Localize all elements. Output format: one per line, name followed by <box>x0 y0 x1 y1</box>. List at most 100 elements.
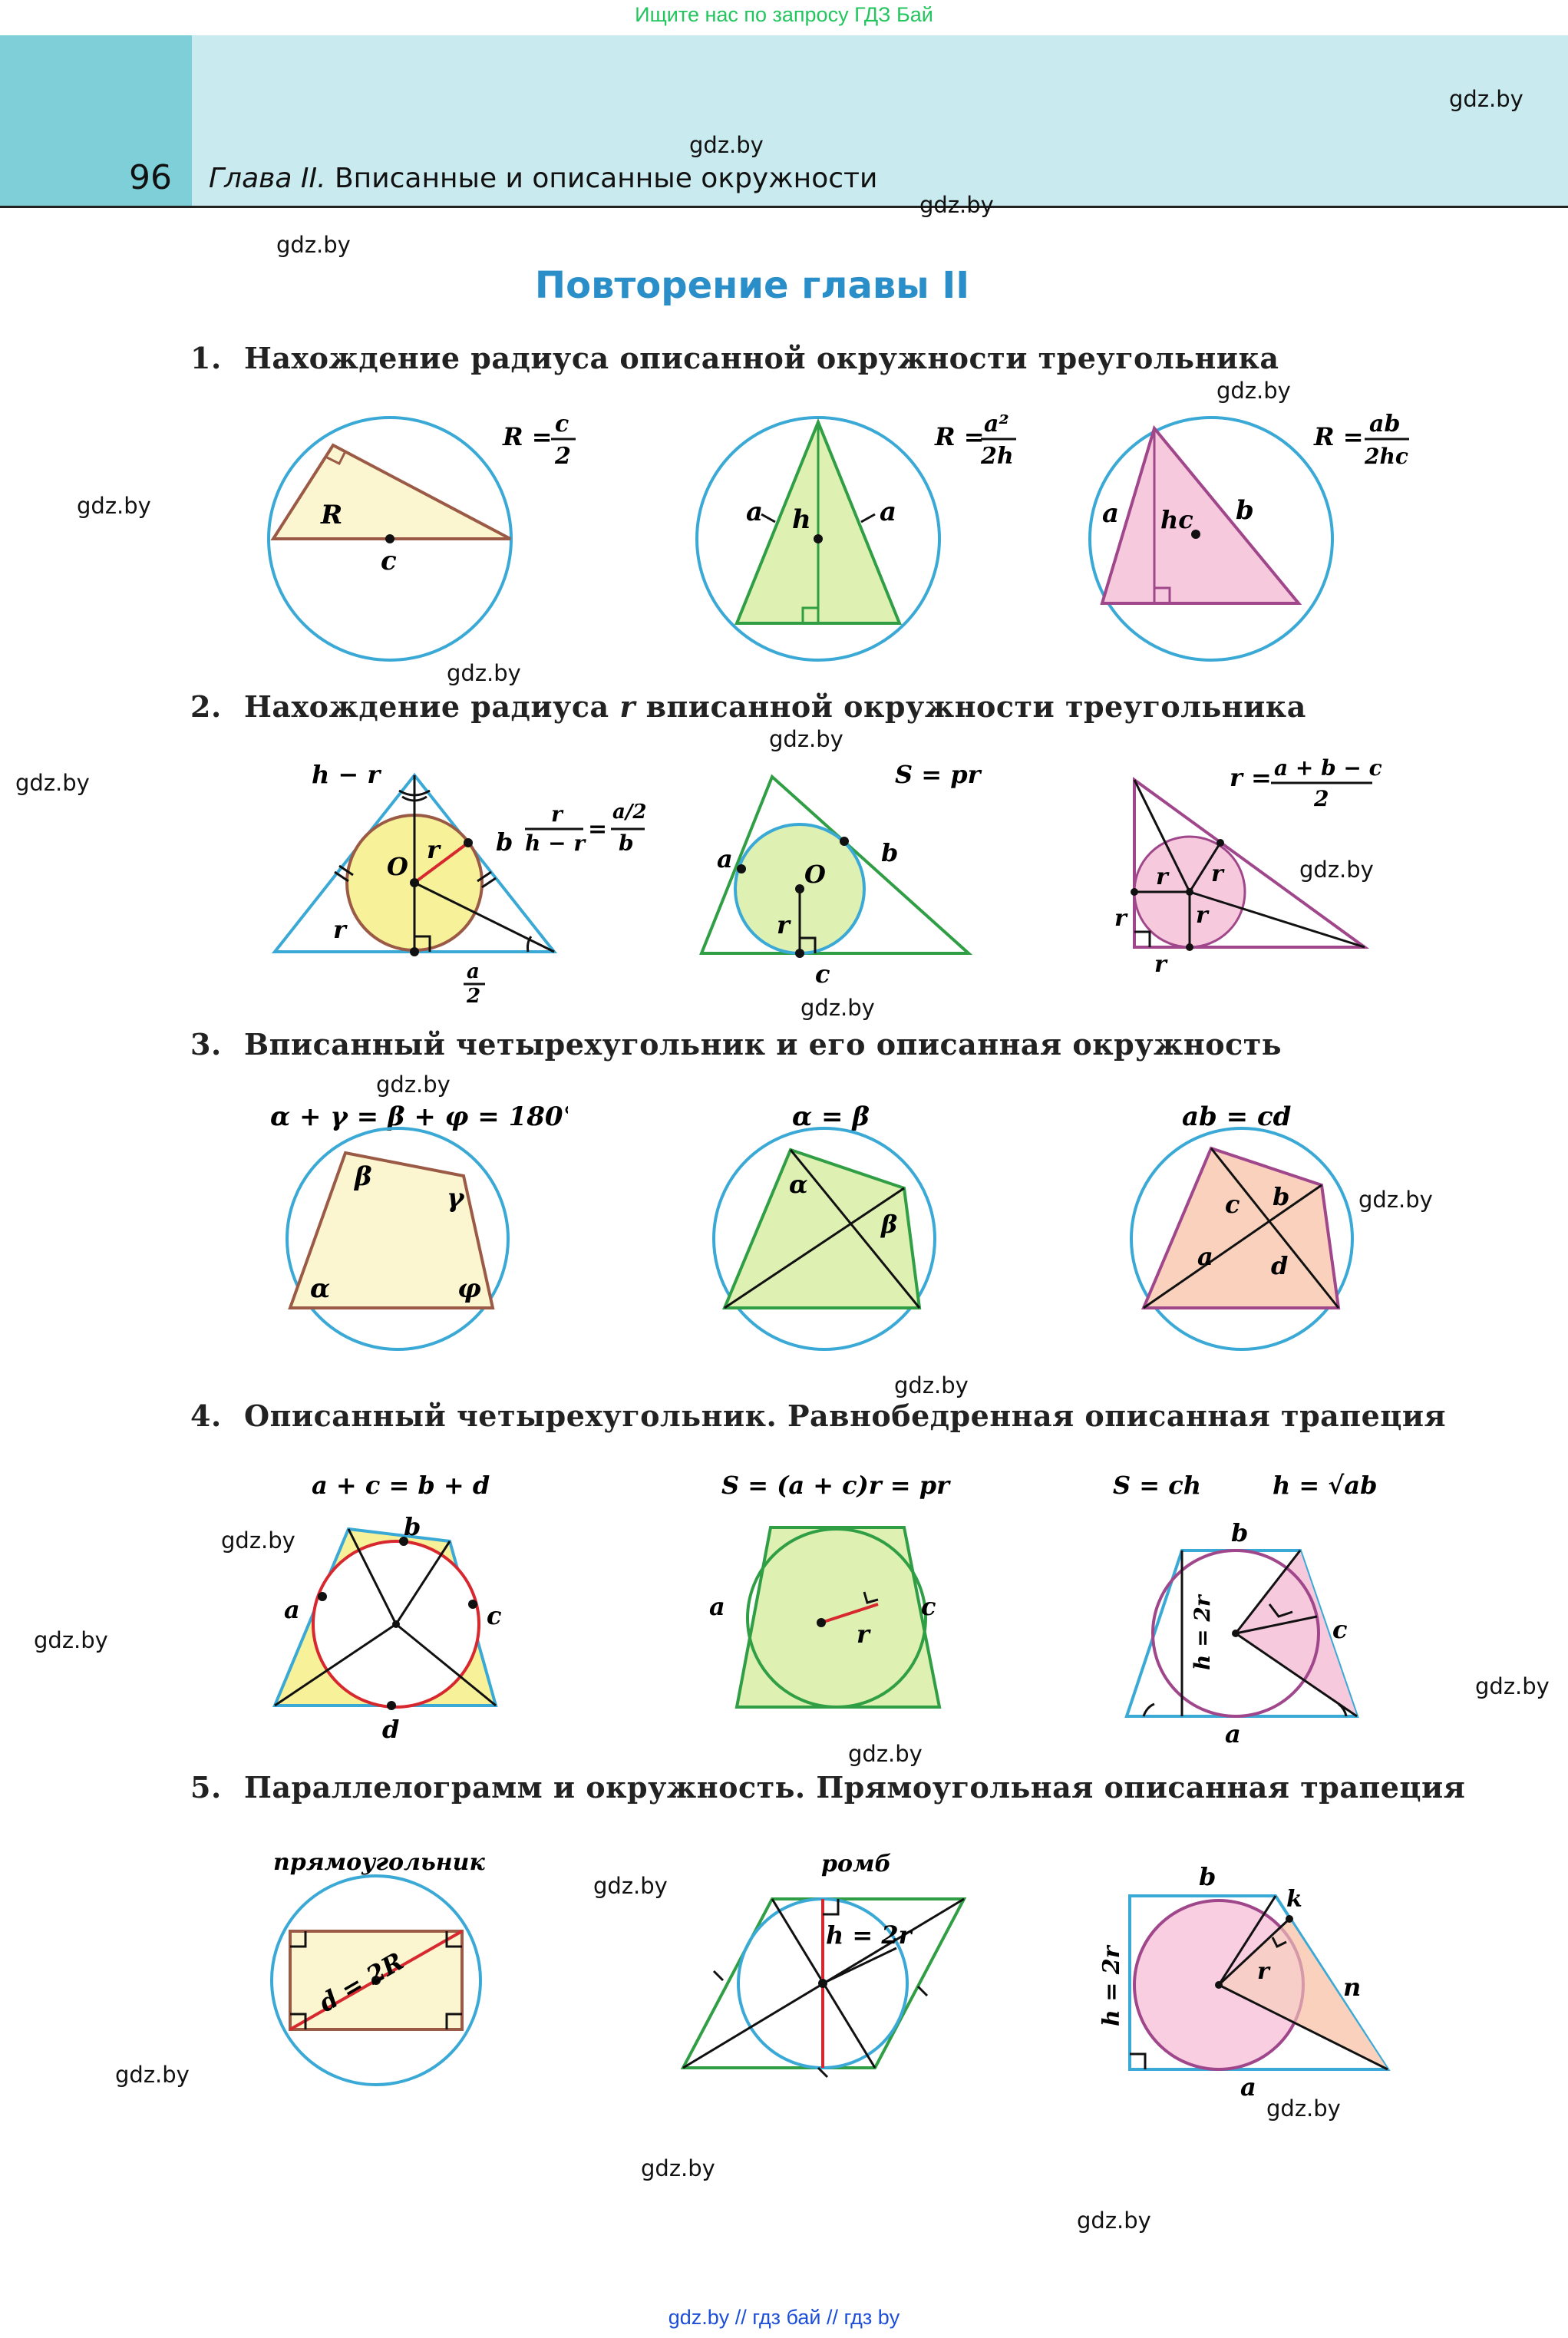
label-gamma: γ <box>447 1183 465 1214</box>
label-r: r <box>333 915 348 944</box>
caption: прямоугольник <box>273 1849 485 1876</box>
fig-3-cyclic-quad-angles: α + γ = β + φ = 180° α β γ φ <box>270 1101 568 1351</box>
watermark: gdz.by <box>1077 2208 1151 2234</box>
watermark: gdz.by <box>221 1527 295 1554</box>
label-b: b <box>1273 1182 1289 1211</box>
fig-1-right-triangle: R c R = c 2 <box>267 411 576 662</box>
caption: ромб <box>821 1851 891 1877</box>
label-b: b <box>496 827 513 857</box>
label-h-minus-r: h − r <box>312 760 381 789</box>
watermark: gdz.by <box>115 2062 190 2088</box>
heading-text: Нахождение радиуса <box>244 689 620 724</box>
heading-text: Нахождение радиуса описанной окружности … <box>244 341 1279 375</box>
eq-den: h − r <box>525 831 586 856</box>
heading-1: 1. Нахождение радиуса описанной окружност… <box>190 341 1279 375</box>
heading-number: 2. <box>190 689 222 724</box>
watermark: gdz.by <box>15 770 90 796</box>
section-title: Повторение главы II <box>534 264 970 307</box>
formula-lhs: R = <box>934 422 985 451</box>
formula-den: 2 <box>1313 786 1329 811</box>
fig-5-rhombus-circle: ромб h = 2r <box>680 1851 967 2079</box>
label-O: O <box>387 852 408 881</box>
formula-num: a + b − c <box>1274 755 1382 781</box>
watermark: gdz.by <box>447 660 521 686</box>
label-r: r <box>1211 860 1225 887</box>
label-d: d <box>1271 1251 1288 1280</box>
eq-equals: = <box>588 816 607 843</box>
formula-num: c <box>555 411 569 438</box>
label-a: a <box>1240 2072 1256 2102</box>
watermark: gdz.by <box>34 1627 108 1653</box>
fig-5-right-trapezoid: b k r n h = 2r a <box>1098 1862 1391 2102</box>
label-a: a <box>717 844 733 873</box>
fig-3-intersecting-chords: ab = cd c b a d <box>1130 1101 1354 1351</box>
label-a-left: a <box>746 497 763 527</box>
label-O: O <box>804 860 826 889</box>
eq-num: r <box>551 801 564 827</box>
formula-area: S = ch <box>1113 1471 1201 1500</box>
watermark: gdz.by <box>1299 857 1374 883</box>
chapter-label: Глава II. <box>209 163 326 194</box>
fig-2-isosceles-incircle: h − r O r b r a 2 r h − r = a/2 b <box>271 760 646 1006</box>
formula-num: ab <box>1369 411 1400 438</box>
fig-1-isosceles-triangle: a h a R = a² 2h <box>695 411 1016 662</box>
header-rule <box>0 206 1568 208</box>
watermark: gdz.by <box>801 995 875 1021</box>
heading-text: вписанной окружности треугольника <box>635 689 1306 724</box>
label-c: c <box>381 546 397 576</box>
label-a: a <box>1225 1719 1241 1749</box>
heading-text: Описанный четырехугольник. Равнобедренна… <box>244 1399 1447 1433</box>
fig-2-triangle-incircle: S = pr a O b r c <box>699 760 982 989</box>
label-c: c <box>815 959 830 989</box>
label-alpha: α <box>310 1273 330 1304</box>
formula-lhs: R = <box>1313 422 1364 451</box>
chapter-title: Глава II. Вписанные и описанные окружнос… <box>209 163 877 194</box>
label-a: a <box>709 1592 725 1621</box>
watermark: gdz.by <box>1216 378 1291 404</box>
label-r: r <box>1257 1958 1271 1985</box>
watermark: gdz.by <box>376 1072 451 1098</box>
label-h-2r: h = 2r <box>826 1920 913 1950</box>
fig-1-general-triangle: a hc b R = ab 2hc <box>1088 411 1409 662</box>
label-h-2r: h = 2r <box>1098 1944 1125 2026</box>
heading-4: 4. Описанный четырехугольник. Равнобедрен… <box>190 1399 1446 1433</box>
fig-4-tangential-quad: a + c = b + d a b c d <box>272 1471 501 1744</box>
watermark: gdz.by <box>689 132 764 158</box>
label-b: b <box>881 838 898 867</box>
watermark: gdz.by <box>769 726 843 752</box>
heading-number: 3. <box>190 1027 222 1062</box>
formula-den: 2h <box>980 443 1014 470</box>
watermark: gdz.by <box>1266 2095 1341 2122</box>
formula: S = pr <box>895 760 982 789</box>
label-r: r <box>427 835 441 864</box>
label-alpha: α <box>789 1170 808 1199</box>
label-beta: β <box>353 1161 372 1192</box>
watermark: gdz.by <box>919 192 994 218</box>
label-n: n <box>1343 1973 1361 2002</box>
heading-text: Параллелограмм и окружность. Прямоугольн… <box>244 1770 1466 1805</box>
watermark: gdz.by <box>641 2155 715 2181</box>
label-d: d <box>382 1715 399 1744</box>
label-r: r <box>1114 905 1128 932</box>
label-h-2r: h = 2r <box>1190 1593 1215 1670</box>
formula: α + γ = β + φ = 180° <box>270 1101 568 1132</box>
formula-num: a² <box>984 411 1009 438</box>
formula: S = (a + c)r = pr <box>721 1471 951 1500</box>
fig-2-right-triangle-incircle: r = a + b − c 2 r r r r r <box>1114 755 1382 978</box>
heading-variable: r <box>619 689 635 724</box>
watermark: gdz.by <box>77 493 151 519</box>
watermark: gdz.by <box>848 1741 923 1767</box>
label-half-den: 2 <box>466 985 480 1006</box>
label-b: b <box>1231 1518 1248 1547</box>
label-r: r <box>1156 864 1170 890</box>
eq-rnum: a/2 <box>612 801 646 824</box>
formula-den: 2 <box>554 443 571 470</box>
label-r: r <box>1154 951 1168 978</box>
label-h: h <box>792 504 811 535</box>
header-band <box>192 35 1568 206</box>
label-phi: φ <box>457 1273 481 1304</box>
label-R: R <box>320 500 342 530</box>
fig-3-cyclic-quad-equal-angles: α = β α β <box>712 1101 936 1351</box>
formula-lhs: R = <box>502 422 553 451</box>
label-beta: β <box>880 1210 897 1239</box>
